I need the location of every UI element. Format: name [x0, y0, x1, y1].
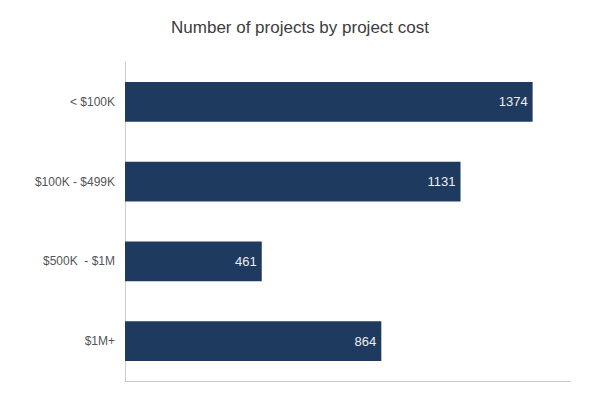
svg-text:1131: 1131: [428, 174, 456, 189]
svg-text:864: 864: [355, 334, 377, 349]
svg-text:$500K - $1M: $500K - $1M: [43, 254, 115, 268]
svg-text:461: 461: [235, 254, 257, 269]
svg-text:1374: 1374: [499, 94, 528, 109]
svg-text:Number of projects by project: Number of projects by project cost: [171, 18, 429, 37]
svg-text:< $100K: < $100K: [70, 95, 115, 109]
svg-text:$1M+: $1M+: [85, 334, 115, 348]
svg-text:$100K - $499K: $100K - $499K: [35, 175, 115, 189]
